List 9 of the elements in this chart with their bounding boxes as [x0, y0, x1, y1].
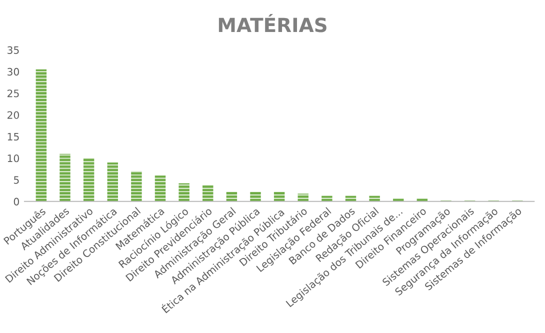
y-tick-label: 10	[8, 154, 19, 162]
y-tick-label: 15	[8, 132, 19, 141]
y-tick-label: 35	[8, 46, 19, 54]
y-tick-label: 25	[8, 90, 19, 98]
y-tick-label: 30	[8, 68, 19, 76]
y-tick-label: 20	[8, 111, 19, 119]
y-tick-label: 5	[14, 176, 19, 184]
chart-title: MATÉRIAS	[218, 14, 326, 32]
y-tick-label: 0	[14, 198, 19, 206]
